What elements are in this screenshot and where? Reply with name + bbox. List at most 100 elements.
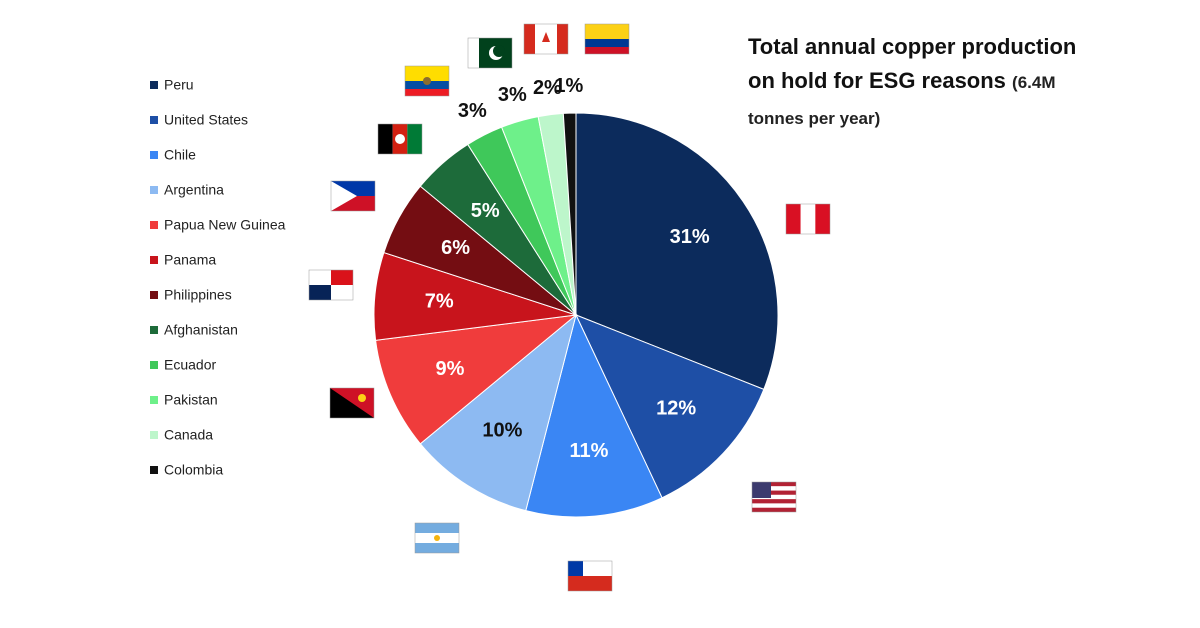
flag	[404, 65, 450, 97]
pie-slice	[562, 112, 577, 316]
legend-swatch	[150, 291, 158, 299]
flag-border	[523, 23, 569, 55]
flag	[785, 203, 831, 235]
flag-part	[468, 38, 479, 68]
pie-slice	[375, 314, 578, 445]
flag-part	[752, 507, 796, 512]
legend-swatch	[150, 186, 158, 194]
flag-part	[542, 32, 550, 42]
flag	[467, 37, 513, 69]
flag-border	[404, 65, 450, 97]
pie-slice	[575, 314, 765, 499]
flag-part	[815, 204, 830, 234]
legend-swatch	[150, 81, 158, 89]
flag-part	[415, 523, 459, 533]
flag-part	[568, 561, 583, 576]
flag-part	[800, 204, 816, 234]
legend-label: Pakistan	[164, 392, 218, 408]
flag	[414, 522, 460, 554]
flag-part	[378, 124, 393, 154]
data-label: 3%	[498, 84, 527, 106]
flag	[329, 387, 375, 419]
flag-part	[493, 45, 505, 57]
legend-swatch	[150, 116, 158, 124]
flag-part	[331, 181, 357, 211]
flag	[330, 180, 376, 212]
legend-swatch	[150, 396, 158, 404]
flag-border	[329, 387, 375, 419]
data-label: 1%	[554, 75, 583, 97]
legend-label: Philippines	[164, 287, 232, 303]
legend-swatch	[150, 361, 158, 369]
flag-part	[405, 66, 449, 81]
flag-part	[752, 499, 796, 504]
flag-border	[330, 180, 376, 212]
flag-part	[546, 24, 557, 54]
flag-part	[524, 24, 535, 54]
data-label: 10%	[482, 419, 522, 441]
flag-part	[423, 77, 431, 85]
title-block: Total annual copper production on hold f…	[748, 30, 1098, 136]
flag-border	[377, 123, 423, 155]
legend-label: Papua New Guinea	[164, 217, 286, 233]
flag-part	[557, 24, 568, 54]
flag-part	[585, 47, 629, 54]
legend-label: Panama	[164, 252, 216, 268]
legend-label: Chile	[164, 147, 196, 163]
legend-label: Ecuador	[164, 357, 216, 373]
flag-part	[309, 285, 331, 300]
flag	[308, 269, 354, 301]
flag	[377, 123, 423, 155]
flag-part	[786, 204, 801, 234]
data-label: 7%	[425, 290, 454, 312]
legend-label: Colombia	[164, 462, 223, 478]
flag-border	[751, 481, 797, 513]
pie-slice	[419, 313, 577, 512]
flag-part	[434, 535, 440, 541]
flag-part	[752, 490, 796, 495]
legend-label: Peru	[164, 77, 194, 93]
flag-part	[585, 39, 629, 47]
data-label: 9%	[435, 358, 464, 380]
legend-swatch	[150, 256, 158, 264]
flag	[584, 23, 630, 55]
flag-part	[358, 394, 366, 402]
data-label: 31%	[670, 226, 710, 248]
legend-swatch	[150, 466, 158, 474]
flag-part	[568, 576, 612, 591]
data-label: 5%	[471, 200, 500, 222]
flag-border	[414, 522, 460, 554]
legend-label: Argentina	[164, 182, 224, 198]
legend-label: Canada	[164, 427, 213, 443]
flag-part	[752, 482, 796, 487]
pie-slice	[575, 112, 779, 391]
flag-border	[567, 560, 613, 592]
chart-subtitle: (6.4M tonnes per year)	[748, 73, 1056, 128]
data-label: 6%	[441, 237, 470, 259]
flag-part	[407, 124, 422, 154]
flag-border	[785, 203, 831, 235]
flag	[567, 560, 613, 592]
pie-slice	[525, 313, 663, 518]
data-label: 3%	[458, 100, 487, 122]
flag-part	[415, 543, 459, 553]
flag-border	[467, 37, 513, 69]
legend-label: Afghanistan	[164, 322, 238, 338]
flag-part	[752, 503, 796, 508]
flag-border	[584, 23, 630, 55]
flag-part	[752, 486, 796, 491]
flag-part	[395, 134, 405, 144]
chart-title: Total annual copper production on hold f…	[748, 34, 1077, 93]
data-label: 11%	[569, 440, 608, 462]
flag	[523, 23, 569, 55]
flag	[751, 481, 797, 513]
flag-part	[585, 24, 629, 39]
flag-border	[308, 269, 354, 301]
flag-part	[752, 494, 796, 500]
legend-swatch	[150, 431, 158, 439]
legend-label: United States	[164, 112, 248, 128]
data-label: 2%	[533, 77, 562, 99]
flag-part	[331, 270, 353, 285]
